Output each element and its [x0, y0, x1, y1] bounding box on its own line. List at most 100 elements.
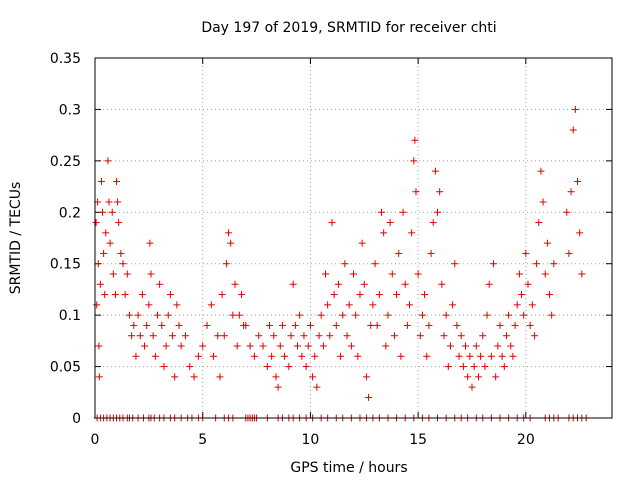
data-point [431, 167, 439, 175]
data-point [106, 239, 114, 247]
data-point [434, 208, 442, 216]
data-point [220, 332, 228, 340]
data-point [92, 219, 100, 227]
data-point [574, 177, 582, 185]
data-point [99, 208, 107, 216]
data-point [158, 321, 166, 329]
data-point [440, 332, 448, 340]
data-point [311, 352, 319, 360]
data-point [399, 208, 407, 216]
data-point [375, 291, 383, 299]
data-point [304, 342, 312, 350]
data-point [326, 332, 334, 340]
data-point [511, 321, 519, 329]
data-point [298, 352, 306, 360]
data-point [162, 342, 170, 350]
data-point [459, 363, 467, 371]
data-point [462, 342, 470, 350]
data-point [539, 198, 547, 206]
y-axis-label: SRMTID / TECUs [8, 182, 24, 295]
data-point [125, 311, 133, 319]
data-point [119, 260, 127, 268]
data-point [160, 363, 168, 371]
data-point [300, 332, 308, 340]
data-point [231, 280, 239, 288]
data-point [339, 311, 347, 319]
data-point [173, 301, 181, 309]
data-point [416, 332, 424, 340]
data-point [134, 311, 142, 319]
data-point [218, 291, 226, 299]
data-point [386, 219, 394, 227]
data-point [457, 332, 465, 340]
data-point [498, 352, 506, 360]
data-point [455, 352, 463, 360]
data-point [175, 321, 183, 329]
data-point [237, 291, 245, 299]
data-point [367, 321, 375, 329]
y-tick-label: 0.3 [59, 102, 81, 118]
data-point [380, 229, 388, 237]
data-point [136, 332, 144, 340]
data-point [278, 321, 286, 329]
data-point [358, 239, 366, 247]
data-point [492, 373, 500, 381]
data-point [507, 342, 515, 350]
data-point [242, 321, 250, 329]
data-point [509, 352, 517, 360]
data-point [341, 260, 349, 268]
y-tick-label: 0.1 [59, 308, 81, 324]
data-point [222, 260, 230, 268]
data-point [479, 332, 487, 340]
axis-ticks: 0 0.05 0.1 0.15 0.2 0.25 0.3 0.35 0 5 10 15 20 [50, 51, 612, 448]
data-point [209, 352, 217, 360]
data-point [93, 301, 101, 309]
grid-lines [95, 58, 612, 418]
data-point [138, 291, 146, 299]
data-point [446, 342, 454, 350]
data-point [166, 291, 174, 299]
data-point [425, 321, 433, 329]
data-point [408, 229, 416, 237]
data-point [186, 363, 194, 371]
data-point [548, 311, 556, 319]
data-point [141, 342, 149, 350]
data-point [373, 321, 381, 329]
data-point [225, 229, 233, 237]
data-point [287, 332, 295, 340]
data-point [153, 311, 161, 319]
data-point [535, 219, 543, 227]
data-point [530, 332, 538, 340]
data-point [410, 157, 418, 165]
data-point [406, 301, 414, 309]
data-point [151, 352, 159, 360]
data-point [250, 352, 258, 360]
data-point [246, 342, 254, 350]
data-point [169, 332, 177, 340]
data-point [474, 373, 482, 381]
data-point [502, 332, 510, 340]
data-point [393, 291, 401, 299]
data-point [550, 260, 558, 268]
data-point [315, 332, 323, 340]
data-point [537, 167, 545, 175]
data-point [451, 260, 459, 268]
data-point [227, 239, 235, 247]
y-tick-label: 0.2 [59, 205, 81, 221]
data-point [354, 352, 362, 360]
data-point [321, 270, 329, 278]
x-tick-label: 10 [302, 432, 320, 448]
data-point [543, 239, 551, 247]
data-point [500, 363, 508, 371]
data-point [567, 188, 575, 196]
data-point [438, 280, 446, 288]
data-point [281, 352, 289, 360]
data-point [115, 219, 123, 227]
data-point [324, 301, 332, 309]
data-point [108, 208, 116, 216]
data-point [146, 239, 154, 247]
data-points [92, 105, 590, 422]
data-point [272, 373, 280, 381]
data-point [578, 270, 586, 278]
data-point [274, 383, 282, 391]
